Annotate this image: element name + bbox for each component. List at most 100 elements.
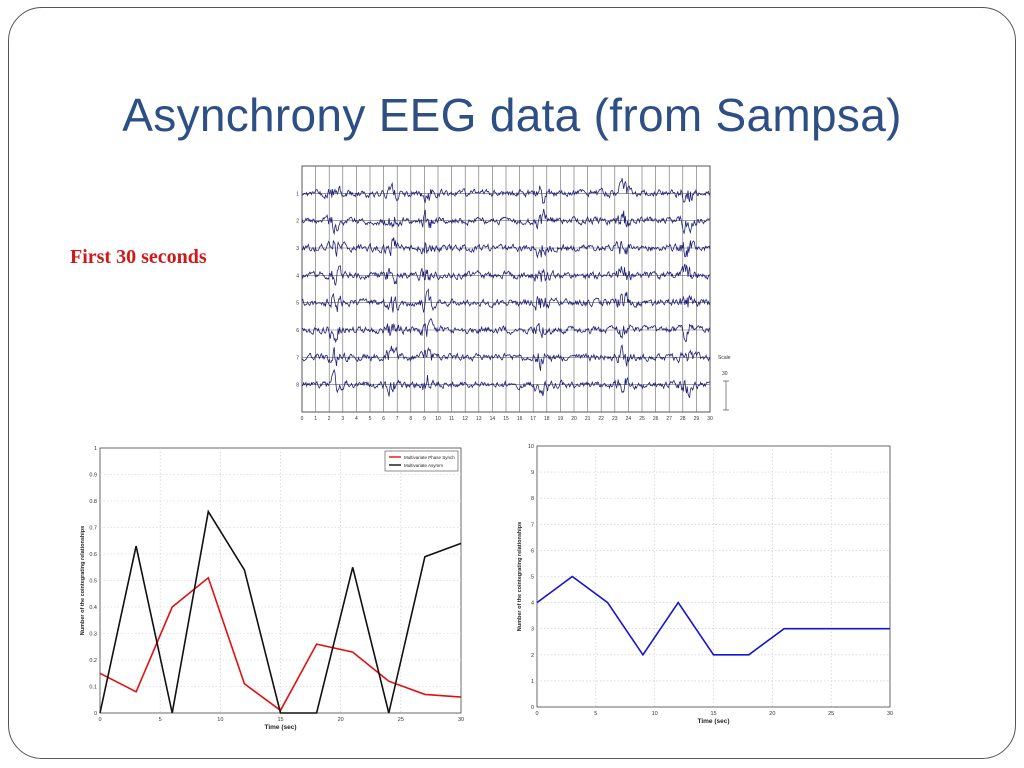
eeg-x-tick-label: 21 bbox=[585, 416, 591, 422]
y-axis-label: Number of the cointegrating relationship… bbox=[517, 522, 523, 631]
x-tick-label: 25 bbox=[828, 711, 834, 717]
y-tick-label: 2 bbox=[531, 653, 534, 659]
y-tick-label: 0.9 bbox=[89, 473, 97, 479]
legend-box bbox=[384, 450, 459, 472]
eeg-x-tick-label: 14 bbox=[490, 416, 496, 422]
eeg-x-tick-label: 25 bbox=[639, 416, 645, 422]
eeg-channel-label: 2 bbox=[296, 219, 299, 225]
eeg-x-tick-label: 28 bbox=[680, 416, 686, 422]
y-tick-label: 6 bbox=[531, 548, 534, 554]
y-tick-label: 0.1 bbox=[89, 685, 97, 691]
x-tick-label: 10 bbox=[652, 711, 658, 717]
eeg-channel-label: 6 bbox=[296, 328, 299, 334]
legend-label: Multivariate Phase Synch bbox=[404, 455, 455, 460]
eeg-channel-label: 3 bbox=[296, 246, 299, 252]
eeg-x-tick-label: 8 bbox=[409, 416, 412, 422]
eeg-x-tick-label: 11 bbox=[449, 416, 454, 422]
y-tick-label: 0.8 bbox=[89, 499, 97, 505]
eeg-channel-label: 4 bbox=[296, 273, 299, 279]
eeg-trace-ch3 bbox=[301, 237, 711, 259]
eeg-x-tick-label: 15 bbox=[503, 416, 509, 422]
y-tick-label: 0 bbox=[531, 705, 534, 711]
eeg-scale-label: Scale bbox=[718, 355, 731, 361]
eeg-trace-ch7 bbox=[301, 344, 711, 371]
y-tick-label: 0.2 bbox=[89, 658, 97, 664]
eeg-x-tick-label: 5 bbox=[369, 416, 372, 422]
eeg-trace-ch2 bbox=[301, 208, 711, 236]
x-tick-label: 5 bbox=[594, 711, 597, 717]
eeg-x-tick-label: 23 bbox=[612, 416, 618, 422]
y-tick-label: 3 bbox=[531, 627, 534, 633]
eeg-x-tick-label: 0 bbox=[301, 416, 304, 422]
eeg-x-tick-label: 27 bbox=[666, 416, 672, 422]
y-axis-label: Number of the cointegrating relationship… bbox=[80, 526, 86, 635]
x-tick-label: 20 bbox=[338, 717, 344, 723]
eeg-x-tick-label: 22 bbox=[598, 416, 604, 422]
x-tick-label: 5 bbox=[159, 717, 162, 723]
y-tick-label: 0.7 bbox=[89, 526, 97, 532]
x-tick-label: 15 bbox=[710, 711, 716, 717]
series-line-0 bbox=[536, 575, 890, 657]
y-tick-label: 9 bbox=[531, 470, 534, 476]
eeg-x-tick-label: 16 bbox=[517, 416, 523, 422]
x-tick-label: 20 bbox=[769, 711, 775, 717]
eeg-x-tick-label: 7 bbox=[396, 416, 399, 422]
eeg-x-tick-label: 3 bbox=[341, 416, 344, 422]
slide-title: Asynchrony EEG data (from Sampsa) bbox=[122, 89, 902, 141]
legend: Multivariate Phase Synch Multivariate Asy… bbox=[384, 450, 459, 472]
eeg-x-tick-label: 18 bbox=[544, 416, 550, 422]
cointegration-chart-single-series: 0 5 10 15 20 25 30 0 1 2 3 4 5 6 7 8 9 10 Time (sec) Number… bbox=[517, 444, 893, 725]
y-tick-label: 1 bbox=[94, 446, 97, 452]
x-tick-label: 0 bbox=[535, 711, 538, 717]
y-tick-label: 0.5 bbox=[89, 579, 97, 585]
x-tick-label: 25 bbox=[398, 717, 404, 723]
y-tick-label: 4 bbox=[531, 601, 534, 607]
x-axis-label: Time (sec) bbox=[697, 718, 729, 725]
eeg-x-tick-label: 19 bbox=[558, 416, 564, 422]
y-tick-label: 8 bbox=[531, 496, 534, 502]
x-tick-label: 15 bbox=[277, 717, 283, 723]
eeg-x-tick-label: 13 bbox=[476, 416, 482, 422]
eeg-scale-value: 30 bbox=[722, 371, 728, 377]
x-axis-label: Time (sec) bbox=[264, 724, 296, 731]
x-tick-label: 30 bbox=[458, 717, 464, 723]
eeg-trace-ch5 bbox=[301, 288, 711, 313]
y-tick-label: 0.6 bbox=[89, 552, 97, 558]
eeg-channel-label: 1 bbox=[296, 191, 299, 197]
eeg-x-tick-label: 29 bbox=[694, 416, 700, 422]
x-tick-label: 30 bbox=[887, 711, 893, 717]
caption-first-30-seconds: First 30 seconds bbox=[70, 246, 207, 268]
eeg-x-tick-label: 1 bbox=[314, 416, 317, 422]
eeg-x-tick-label: 12 bbox=[462, 416, 468, 422]
y-tick-label: 1 bbox=[531, 679, 534, 685]
eeg-x-tick-label: 2 bbox=[328, 416, 331, 422]
cointegration-chart-two-series: 0 5 10 15 20 25 30 0 0.1 0.2 0.3 0.4 0.5 0.6 0.7 0.8 0.9… bbox=[80, 446, 464, 731]
eeg-trace-ch6 bbox=[301, 318, 711, 344]
x-tick-label: 10 bbox=[217, 717, 223, 723]
eeg-x-tick-label: 9 bbox=[423, 416, 426, 422]
y-tick-label: 7 bbox=[531, 522, 534, 528]
eeg-x-tick-label: 20 bbox=[571, 416, 577, 422]
y-tick-label: 5 bbox=[531, 575, 534, 581]
eeg-x-tick-label: 30 bbox=[707, 416, 713, 422]
eeg-x-tick-label: 4 bbox=[355, 416, 358, 422]
eeg-x-tick-label: 10 bbox=[435, 416, 441, 422]
x-tick-label: 0 bbox=[98, 717, 101, 723]
legend-label: Multivariate Asymm bbox=[404, 463, 443, 468]
y-tick-label: 0 bbox=[94, 711, 97, 717]
eeg-trace-ch4 bbox=[301, 263, 711, 286]
eeg-x-tick-label: 26 bbox=[653, 416, 659, 422]
eeg-channel-label: 8 bbox=[296, 383, 299, 389]
eeg-trace-ch1 bbox=[301, 178, 711, 205]
eeg-x-tick-label: 6 bbox=[382, 416, 385, 422]
eeg-channel-label: 5 bbox=[296, 301, 299, 307]
eeg-x-tick-label: 24 bbox=[626, 416, 632, 422]
y-tick-label: 0.3 bbox=[89, 632, 97, 638]
eeg-trace-ch8 bbox=[301, 368, 711, 398]
series-line-1 bbox=[99, 509, 462, 714]
eeg-x-tick-label: 17 bbox=[530, 416, 536, 422]
y-tick-label: 10 bbox=[528, 444, 534, 450]
y-tick-label: 0.4 bbox=[89, 605, 97, 611]
eeg-channel-label: 7 bbox=[296, 355, 299, 361]
